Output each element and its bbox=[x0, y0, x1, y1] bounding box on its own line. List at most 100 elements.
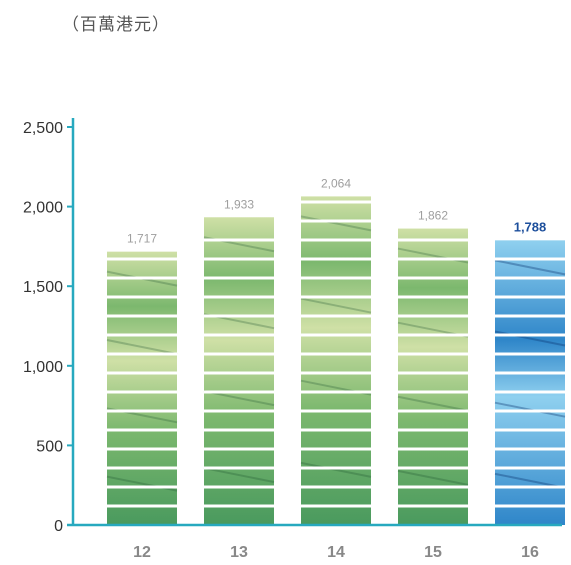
bar-stripe bbox=[495, 409, 565, 413]
bar-stripe bbox=[398, 257, 468, 261]
bar-group-14 bbox=[300, 196, 372, 525]
bar-stripe bbox=[398, 390, 468, 394]
bar-stripe bbox=[204, 314, 274, 318]
bar-stripe bbox=[301, 371, 371, 375]
bar-stripe bbox=[398, 485, 468, 489]
bar-stripe bbox=[495, 447, 565, 451]
bar-stripe bbox=[495, 257, 565, 261]
bar-stripe bbox=[495, 314, 565, 318]
bar-stripe bbox=[301, 257, 371, 261]
bars-layer bbox=[106, 196, 566, 526]
bar-texture-streak bbox=[300, 215, 372, 232]
bar-stripe bbox=[301, 466, 371, 470]
data-label-14: 2,064 bbox=[321, 176, 351, 190]
bar-stripe bbox=[204, 352, 274, 356]
bar-group-13 bbox=[203, 217, 275, 525]
category-label-16: 16 bbox=[521, 544, 539, 561]
bar-texture-streak bbox=[300, 297, 372, 314]
bar-stripe bbox=[398, 466, 468, 470]
bar-stripe bbox=[107, 409, 177, 413]
bar-stripe bbox=[398, 333, 468, 337]
labels-layer: 1,717 12 1,933 13 2,064 14 1,862 15 1,788 16 0 500 1… bbox=[23, 120, 546, 561]
bar-stripe bbox=[495, 485, 565, 489]
bar-stripe bbox=[107, 504, 177, 508]
category-label-13: 13 bbox=[230, 544, 248, 561]
bar-stripe bbox=[301, 485, 371, 489]
bar-texture-streak bbox=[106, 339, 178, 355]
bar-stripe bbox=[204, 428, 274, 432]
bar-stripe bbox=[398, 409, 468, 413]
bar-stripe bbox=[495, 276, 565, 280]
bar-stripe bbox=[398, 352, 468, 356]
bar-stripe bbox=[204, 295, 274, 299]
bar-15 bbox=[398, 228, 468, 526]
bar-stripe bbox=[204, 485, 274, 489]
bar-stripe bbox=[204, 276, 274, 280]
bar-texture-streak bbox=[494, 259, 566, 276]
bar-stripe bbox=[107, 257, 177, 261]
y-tick-label: 500 bbox=[36, 438, 63, 455]
bar-stripe bbox=[107, 371, 177, 375]
bar-stripe bbox=[301, 295, 371, 299]
bar-stripe bbox=[301, 238, 371, 242]
y-tick-label: 2,000 bbox=[23, 200, 63, 217]
bar-stripe bbox=[495, 466, 565, 470]
axes-layer bbox=[67, 118, 562, 527]
bar-stripe bbox=[301, 314, 371, 318]
bar-stripe bbox=[398, 371, 468, 375]
bar-stripe bbox=[204, 504, 274, 508]
bar-stripe bbox=[495, 428, 565, 432]
bar-stripe bbox=[301, 333, 371, 337]
bar-stripe bbox=[107, 428, 177, 432]
bar-texture-streak bbox=[397, 395, 469, 412]
bar-stripe bbox=[495, 504, 565, 508]
bar-stripe bbox=[301, 352, 371, 356]
bar-stripe bbox=[107, 295, 177, 299]
bar-stripe bbox=[107, 390, 177, 394]
bar-stripe bbox=[204, 238, 274, 242]
bar-stripe bbox=[107, 466, 177, 470]
bar-stripe bbox=[495, 333, 565, 337]
bar-stripe bbox=[398, 314, 468, 318]
bar-stripe bbox=[495, 352, 565, 356]
bar-stripe bbox=[301, 200, 371, 204]
bar-stripe bbox=[204, 257, 274, 261]
bar-stripe bbox=[107, 352, 177, 356]
bar-16 bbox=[495, 240, 565, 525]
bar-stripe bbox=[495, 390, 565, 394]
bar-stripe bbox=[107, 485, 177, 489]
bar-stripe bbox=[301, 219, 371, 223]
bar-stripe bbox=[495, 371, 565, 375]
bar-stripe bbox=[107, 314, 177, 318]
bar-stripe bbox=[204, 371, 274, 375]
bar-group-12 bbox=[106, 251, 178, 525]
bar-stripe bbox=[398, 504, 468, 508]
bar-stripe bbox=[301, 409, 371, 413]
data-label-12: 1,717 bbox=[127, 232, 157, 246]
bar-stripe bbox=[204, 333, 274, 337]
data-label-15: 1,862 bbox=[418, 209, 448, 223]
bar-stripe bbox=[204, 466, 274, 470]
y-tick-label: 1,500 bbox=[23, 279, 63, 296]
category-label-14: 14 bbox=[327, 544, 345, 561]
bar-stripe bbox=[398, 428, 468, 432]
bar-group-15 bbox=[397, 228, 469, 526]
bar-texture-streak bbox=[300, 461, 372, 478]
bar-14 bbox=[301, 196, 371, 525]
y-tick-label: 0 bbox=[54, 518, 63, 535]
bar-stripe bbox=[204, 390, 274, 394]
bar-stripe bbox=[107, 333, 177, 337]
bar-stripe bbox=[495, 295, 565, 299]
bar-stripe bbox=[301, 428, 371, 432]
bar-stripe bbox=[301, 276, 371, 280]
bar-13 bbox=[204, 217, 274, 525]
bar-stripe bbox=[398, 295, 468, 299]
bar-stripe bbox=[107, 276, 177, 280]
bar-group-16 bbox=[494, 240, 566, 525]
bar-stripe bbox=[398, 276, 468, 280]
category-label-15: 15 bbox=[424, 544, 442, 561]
data-label-16: 1,788 bbox=[514, 219, 547, 234]
bar-stripe bbox=[301, 447, 371, 451]
